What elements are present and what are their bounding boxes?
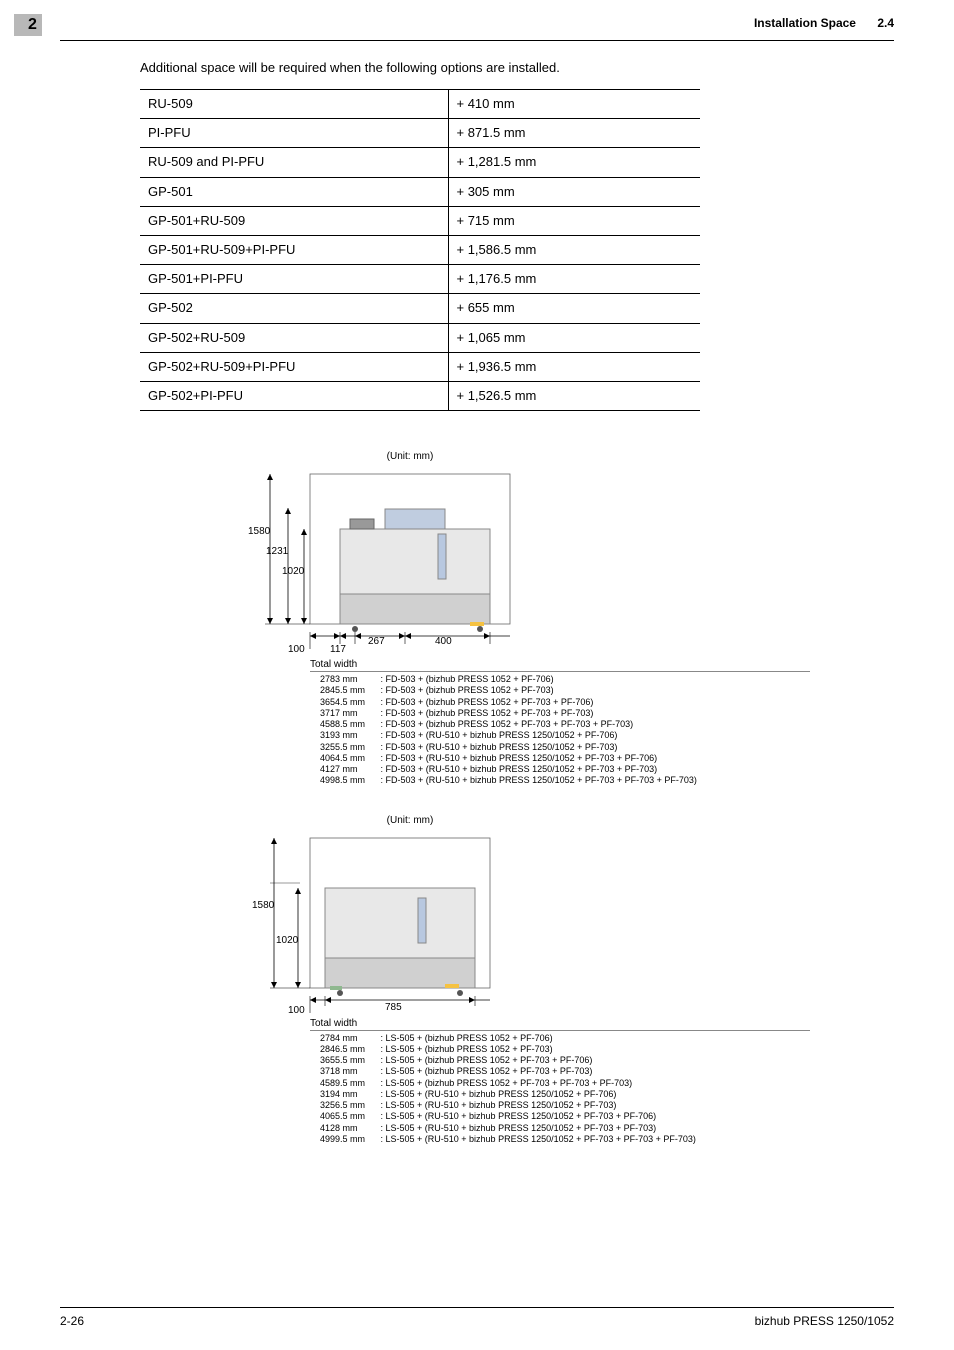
page-number: 2-26 xyxy=(60,1314,84,1328)
table-cell: + 410 mm xyxy=(448,90,700,119)
table-row: RU-509 and PI-PFU+ 1,281.5 mm xyxy=(140,148,700,177)
machine-illustration-1: 1580 1231 1020 xyxy=(210,464,530,654)
table-cell: + 1,065 mm xyxy=(448,323,700,352)
dim-400: 400 xyxy=(435,636,452,647)
options-table: RU-509+ 410 mmPI-PFU+ 871.5 mmRU-509 and… xyxy=(140,89,700,411)
table-cell: GP-502 xyxy=(140,294,448,323)
table-cell: GP-501+RU-509+PI-PFU xyxy=(140,235,448,264)
config-line: 3255.5 mm : FD-503 + (RU-510 + bizhub PR… xyxy=(320,742,790,753)
table-cell: GP-501+PI-PFU xyxy=(140,265,448,294)
config-line: 3194 mm : LS-505 + (RU-510 + bizhub PRES… xyxy=(320,1089,790,1100)
table-cell: PI-PFU xyxy=(140,119,448,148)
config-line: 4999.5 mm : LS-505 + (RU-510 + bizhub PR… xyxy=(320,1134,790,1145)
header-title: Installation Space xyxy=(754,16,856,30)
table-row: GP-501+ 305 mm xyxy=(140,177,700,206)
config-line: 4589.5 mm : LS-505 + (bizhub PRESS 1052 … xyxy=(320,1078,790,1089)
table-row: GP-502+PI-PFU+ 1,526.5 mm xyxy=(140,381,700,410)
table-cell: GP-502+RU-509+PI-PFU xyxy=(140,352,448,381)
table-cell: GP-501 xyxy=(140,177,448,206)
dim-785: 785 xyxy=(385,1002,402,1013)
config-line: 2784 mm : LS-505 + (bizhub PRESS 1052 + … xyxy=(320,1033,790,1044)
config-line: 2846.5 mm : LS-505 + (bizhub PRESS 1052 … xyxy=(320,1044,790,1055)
table-cell: + 1,526.5 mm xyxy=(448,381,700,410)
dim-117: 117 xyxy=(330,644,346,654)
header-section: 2.4 xyxy=(877,16,894,30)
intro-text: Additional space will be required when t… xyxy=(140,60,860,75)
table-row: GP-501+RU-509+PI-PFU+ 1,586.5 mm xyxy=(140,235,700,264)
table-cell: + 1,281.5 mm xyxy=(448,148,700,177)
footer-rule xyxy=(60,1307,894,1308)
table-cell: + 305 mm xyxy=(448,177,700,206)
table-row: GP-501+PI-PFU+ 1,176.5 mm xyxy=(140,265,700,294)
config-line: 4128 mm : LS-505 + (RU-510 + bizhub PRES… xyxy=(320,1123,790,1134)
table-cell: GP-502+PI-PFU xyxy=(140,381,448,410)
table-row: GP-502+RU-509+ 1,065 mm xyxy=(140,323,700,352)
config-line: 4064.5 mm : FD-503 + (RU-510 + bizhub PR… xyxy=(320,753,790,764)
table-row: PI-PFU+ 871.5 mm xyxy=(140,119,700,148)
table-cell: GP-502+RU-509 xyxy=(140,323,448,352)
table-cell: + 1,936.5 mm xyxy=(448,352,700,381)
table-cell: + 1,176.5 mm xyxy=(448,265,700,294)
table-cell: + 655 mm xyxy=(448,294,700,323)
diagram-1: (Unit: mm) 1580 xyxy=(210,451,790,787)
dim-1231: 1231 xyxy=(266,546,289,557)
config-list-2: 2784 mm : LS-505 + (bizhub PRESS 1052 + … xyxy=(320,1033,790,1146)
table-cell: RU-509 and PI-PFU xyxy=(140,148,448,177)
table-cell: + 715 mm xyxy=(448,206,700,235)
config-line: 4998.5 mm : FD-503 + (RU-510 + bizhub PR… xyxy=(320,775,790,786)
page-header: Installation Space 2.4 xyxy=(754,16,894,30)
config-line: 3256.5 mm : LS-505 + (RU-510 + bizhub PR… xyxy=(320,1100,790,1111)
config-line: 4065.5 mm : LS-505 + (RU-510 + bizhub PR… xyxy=(320,1111,790,1122)
config-line: 3655.5 mm : LS-505 + (bizhub PRESS 1052 … xyxy=(320,1055,790,1066)
product-name: bizhub PRESS 1250/1052 xyxy=(755,1314,894,1328)
dim-267: 267 xyxy=(368,636,385,647)
dim-1020b: 1020 xyxy=(276,935,299,946)
config-line: 4588.5 mm : FD-503 + (bizhub PRESS 1052 … xyxy=(320,719,790,730)
table-cell: GP-501+RU-509 xyxy=(140,206,448,235)
dim-1580: 1580 xyxy=(248,526,271,537)
table-cell: + 1,586.5 mm xyxy=(448,235,700,264)
config-line: 3193 mm : FD-503 + (RU-510 + bizhub PRES… xyxy=(320,730,790,741)
machine-illustration-2: 1580 1020 100 785 xyxy=(210,828,530,1013)
chapter-tab: 2 xyxy=(14,14,42,36)
table-row: RU-509+ 410 mm xyxy=(140,90,700,119)
config-line: 4127 mm : FD-503 + (RU-510 + bizhub PRES… xyxy=(320,764,790,775)
config-list-1: 2783 mm : FD-503 + (bizhub PRESS 1052 + … xyxy=(320,674,790,787)
total-width-label: Total width xyxy=(310,659,810,672)
config-line: 3654.5 mm : FD-503 + (bizhub PRESS 1052 … xyxy=(320,697,790,708)
total-width-label: Total width xyxy=(310,1018,810,1031)
table-row: GP-501+RU-509+ 715 mm xyxy=(140,206,700,235)
unit-label: (Unit: mm) xyxy=(310,815,510,826)
diagram-2: (Unit: mm) 1580 1020 xyxy=(210,815,790,1146)
config-line: 2845.5 mm : FD-503 + (bizhub PRESS 1052 … xyxy=(320,685,790,696)
dim-1020: 1020 xyxy=(282,566,305,577)
dim-100b: 100 xyxy=(288,1005,305,1013)
dim-1580b: 1580 xyxy=(252,900,275,911)
config-line: 3717 mm : FD-503 + (bizhub PRESS 1052 + … xyxy=(320,708,790,719)
table-row: GP-502+RU-509+PI-PFU+ 1,936.5 mm xyxy=(140,352,700,381)
table-row: GP-502+ 655 mm xyxy=(140,294,700,323)
table-cell: + 871.5 mm xyxy=(448,119,700,148)
config-line: 2783 mm : FD-503 + (bizhub PRESS 1052 + … xyxy=(320,674,790,685)
config-line: 3718 mm : LS-505 + (bizhub PRESS 1052 + … xyxy=(320,1066,790,1077)
dim-100: 100 xyxy=(288,644,305,654)
header-rule xyxy=(60,40,894,41)
table-cell: RU-509 xyxy=(140,90,448,119)
unit-label: (Unit: mm) xyxy=(310,451,510,462)
